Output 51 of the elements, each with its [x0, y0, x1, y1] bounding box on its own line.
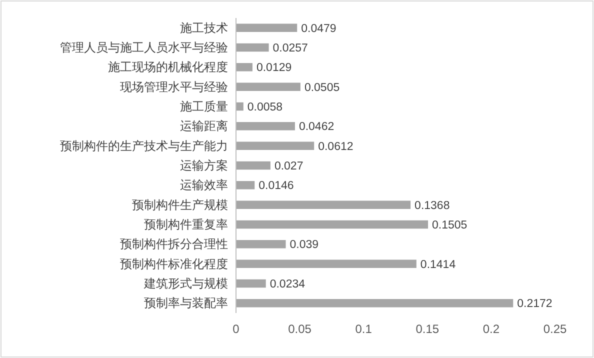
x-tick-label: 0.1 — [355, 322, 372, 336]
bar — [236, 279, 266, 288]
x-tick-label: 0.15 — [416, 322, 440, 336]
data-label: 0.2172 — [517, 298, 552, 310]
y-tick-label: 施工现场的机械化程度 — [108, 60, 228, 74]
bar — [236, 181, 255, 190]
data-label: 0.0129 — [256, 62, 292, 74]
data-label: 0.0058 — [247, 102, 283, 114]
y-tick-label: 预制构件生产规模 — [132, 198, 228, 212]
x-tick-label: 0 — [232, 322, 240, 336]
bar — [236, 43, 269, 52]
data-label: 0.1414 — [420, 258, 456, 271]
data-label: 0.0479 — [301, 22, 336, 35]
y-tick-label: 预制构件拆分合理性 — [120, 237, 228, 252]
bar — [236, 161, 270, 170]
bar — [236, 142, 314, 150]
y-tick-label: 运输距离 — [180, 119, 228, 134]
bar — [236, 63, 252, 72]
data-label: 0.027 — [274, 160, 304, 172]
bar — [236, 299, 514, 308]
bar — [236, 102, 244, 111]
y-tick-label: 建筑形式与规模 — [143, 276, 228, 290]
x-tick-label: 0.05 — [288, 322, 312, 336]
bar — [236, 82, 300, 91]
data-label: 0.1368 — [414, 200, 450, 212]
data-label: 0.039 — [290, 239, 319, 252]
y-tick-label: 运输方案 — [180, 158, 228, 172]
data-label: 0.0234 — [270, 278, 306, 290]
y-tick-label: 预制构件的生产技术与生产能力 — [60, 138, 228, 153]
data-label: 0.1505 — [432, 220, 468, 232]
bar — [236, 24, 298, 32]
data-label: 0.0612 — [318, 140, 354, 153]
bar — [236, 200, 411, 209]
y-tick-label: 施工技术 — [180, 20, 228, 35]
data-label: 0.0505 — [304, 82, 340, 94]
x-tick-label: 0.2 — [482, 322, 500, 336]
y-tick-label: 施工质量 — [180, 100, 228, 114]
bar — [236, 240, 286, 248]
y-tick-label: 现场管理水平与经验 — [120, 80, 228, 94]
y-tick-label: 预制率与装配率 — [144, 296, 228, 310]
bar — [236, 220, 428, 229]
y-tick-label: 预制构件重复率 — [144, 218, 228, 232]
y-tick-label: 预制构件标准化程度 — [120, 256, 228, 271]
y-tick-label: 管理人员与施工人员水平与经验 — [60, 40, 228, 54]
bar — [236, 260, 416, 268]
x-tick-label: 0.25 — [543, 322, 567, 336]
data-label: 0.0146 — [258, 180, 294, 192]
y-tick-label: 运输效率 — [180, 178, 228, 192]
data-label: 0.0257 — [272, 42, 308, 54]
bar — [236, 122, 295, 130]
data-label: 0.0462 — [298, 121, 334, 134]
